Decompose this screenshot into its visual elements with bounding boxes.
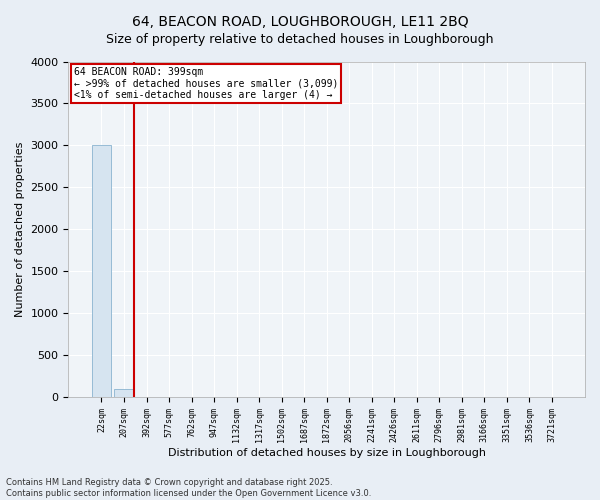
Bar bbox=[92, 146, 111, 397]
Text: 64 BEACON ROAD: 399sqm
← >99% of detached houses are smaller (3,099)
<1% of semi: 64 BEACON ROAD: 399sqm ← >99% of detache… bbox=[74, 66, 338, 100]
Text: Size of property relative to detached houses in Loughborough: Size of property relative to detached ho… bbox=[106, 32, 494, 46]
X-axis label: Distribution of detached houses by size in Loughborough: Distribution of detached houses by size … bbox=[168, 448, 486, 458]
Text: Contains HM Land Registry data © Crown copyright and database right 2025.
Contai: Contains HM Land Registry data © Crown c… bbox=[6, 478, 371, 498]
Bar bbox=[115, 389, 134, 397]
Text: 64, BEACON ROAD, LOUGHBOROUGH, LE11 2BQ: 64, BEACON ROAD, LOUGHBOROUGH, LE11 2BQ bbox=[131, 15, 469, 29]
Y-axis label: Number of detached properties: Number of detached properties bbox=[15, 142, 25, 317]
